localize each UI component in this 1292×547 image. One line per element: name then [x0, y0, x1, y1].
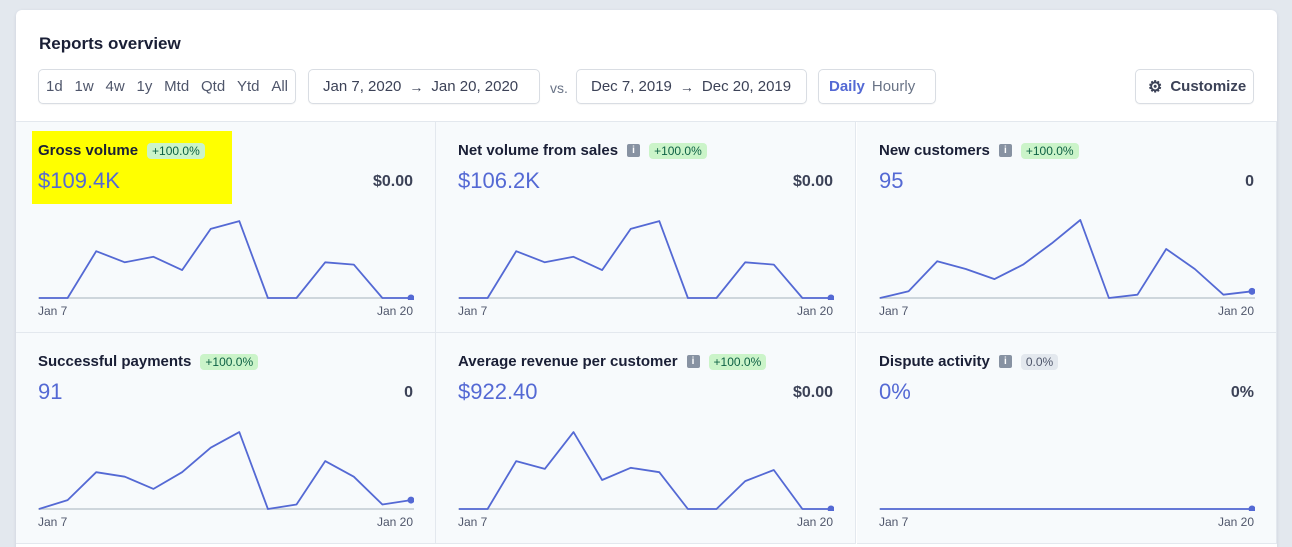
end-point — [407, 496, 414, 504]
metric-card[interactable]: Successful payments +100.0% 91 0 Jan 7 Jan 20 — [16, 333, 436, 544]
info-icon[interactable]: i — [627, 144, 641, 157]
metric-header: Average revenue per customer i +100.0% — [458, 353, 767, 370]
range-qtd[interactable]: Qtd — [200, 78, 226, 95]
range-all[interactable]: All — [271, 78, 288, 95]
axis-start-label: Jan 7 — [879, 515, 909, 529]
series-line — [879, 219, 1253, 299]
axis-end-label: Jan 20 — [796, 304, 833, 318]
date-range-picker[interactable]: Jan 7, 2020 → Jan 20, 2020 — [308, 69, 540, 104]
metric-compare-value: 0 — [404, 384, 413, 401]
metric-compare-value: $0.00 — [792, 384, 833, 401]
compare-range-start: Dec 7, 2019 — [591, 78, 672, 95]
range-1w[interactable]: 1w — [74, 78, 94, 95]
granularity-hourly[interactable]: Hourly — [871, 78, 916, 95]
range-ytd[interactable]: Ytd — [236, 78, 260, 95]
metric-value: $106.2K — [458, 168, 540, 193]
metric-header: Successful payments +100.0% — [38, 353, 259, 370]
metric-header: New customers i +100.0% — [879, 142, 1079, 159]
customize-button[interactable]: ⚙ Customize — [1135, 69, 1254, 104]
axis-end-label: Jan 20 — [1217, 515, 1254, 529]
sparkline-chart — [879, 505, 1255, 511]
metric-title: Dispute activity — [879, 353, 990, 370]
axis-start-label: Jan 7 — [458, 304, 488, 318]
sparkline-chart — [38, 220, 414, 300]
metric-compare-value: $0.00 — [792, 173, 833, 190]
range-selector: 1d 1w 4w 1y Mtd Qtd Ytd All — [38, 69, 296, 104]
gear-icon: ⚙ — [1148, 78, 1163, 96]
series-line — [459, 431, 831, 510]
info-icon[interactable]: i — [998, 355, 1012, 368]
metric-header: Net volume from sales i +100.0% — [458, 142, 707, 159]
axis-start-label: Jan 7 — [38, 304, 68, 318]
metric-card[interactable]: New customers i +100.0% 95 0 Jan 7 Jan 20 — [857, 122, 1277, 333]
end-point — [1248, 287, 1255, 295]
end-point — [827, 294, 834, 300]
sparkline-chart — [879, 219, 1255, 299]
metric-compare-value: 0 — [1245, 173, 1254, 190]
arrow-right-icon: → — [679, 78, 694, 95]
metric-card[interactable]: Net volume from sales i +100.0% $106.2K $0.0… — [436, 122, 856, 333]
range-mtd[interactable]: Mtd — [164, 78, 190, 95]
info-icon[interactable]: i — [998, 144, 1012, 157]
metric-title: Average revenue per customer — [458, 353, 678, 370]
axis-start-label: Jan 7 — [458, 515, 488, 529]
axis-start-label: Jan 7 — [38, 515, 68, 529]
date-range-start: Jan 7, 2020 — [323, 78, 402, 95]
axis-end-label: Jan 20 — [376, 304, 413, 318]
toolbar: 1d 1w 4w 1y Mtd Qtd Ytd All Jan 7, 2020 … — [38, 69, 1254, 104]
change-badge: +100.0% — [200, 353, 259, 370]
metric-compare-value: $0.00 — [372, 173, 413, 190]
info-icon[interactable]: i — [686, 355, 700, 368]
reports-overview-panel: Reports overview 1d 1w 4w 1y Mtd Qtd Ytd… — [16, 10, 1277, 547]
series-line — [38, 431, 412, 510]
change-badge: 0.0% — [1020, 353, 1059, 370]
metric-compare-value: 0% — [1230, 384, 1254, 401]
metric-value: $109.4K — [38, 168, 120, 193]
change-badge: +100.0% — [649, 142, 707, 159]
compare-range-end: Dec 20, 2019 — [701, 78, 792, 95]
arrow-right-icon: → — [409, 78, 424, 95]
end-point — [827, 505, 834, 511]
page-title: Reports overview — [39, 34, 181, 53]
axis-end-label: Jan 20 — [796, 515, 833, 529]
metric-value: 95 — [879, 168, 904, 193]
customize-label: Customize — [1170, 78, 1247, 95]
series-line — [39, 220, 411, 299]
sparkline-chart — [458, 431, 834, 511]
granularity-daily[interactable]: Daily — [829, 78, 865, 95]
compare-range-picker[interactable]: Dec 7, 2019 → Dec 20, 2019 — [576, 69, 807, 104]
end-point — [407, 294, 414, 300]
range-1y[interactable]: 1y — [136, 78, 153, 95]
end-point — [1248, 505, 1255, 511]
sparkline-chart — [458, 220, 834, 300]
metric-value: 0% — [879, 379, 911, 404]
sparkline-chart — [38, 431, 414, 510]
change-badge: +100.0% — [147, 142, 205, 159]
metric-value: 91 — [38, 379, 63, 404]
metric-value: $922.40 — [458, 379, 538, 404]
series-line — [459, 220, 831, 299]
metric-header: Dispute activity i 0.0% — [879, 353, 1059, 370]
metric-title: Successful payments — [38, 353, 192, 370]
metric-title: Net volume from sales — [458, 142, 619, 159]
metric-title: New customers — [879, 142, 990, 159]
axis-start-label: Jan 7 — [879, 304, 909, 318]
axis-end-label: Jan 20 — [376, 515, 413, 529]
metrics-grid: Gross volume +100.0% $109.4K $0.00 Jan 7 Jan … — [16, 121, 1277, 547]
metric-title: Gross volume — [38, 142, 139, 159]
vs-label: vs. — [550, 80, 568, 96]
granularity-toggle: Daily Hourly — [818, 69, 936, 104]
metric-card[interactable]: Dispute activity i 0.0% 0% 0% Jan 7 Jan 20 — [857, 333, 1277, 544]
change-badge: +100.0% — [708, 353, 767, 370]
range-1d[interactable]: 1d — [46, 78, 63, 95]
metric-card[interactable]: Gross volume +100.0% $109.4K $0.00 Jan 7 Jan … — [16, 122, 436, 333]
date-range-end: Jan 20, 2020 — [431, 78, 519, 95]
metric-card[interactable]: Average revenue per customer i +100.0% $922… — [436, 333, 856, 544]
metric-header: Gross volume +100.0% — [38, 142, 205, 159]
range-4w[interactable]: 4w — [105, 78, 125, 95]
change-badge: +100.0% — [1020, 142, 1079, 159]
axis-end-label: Jan 20 — [1217, 304, 1254, 318]
